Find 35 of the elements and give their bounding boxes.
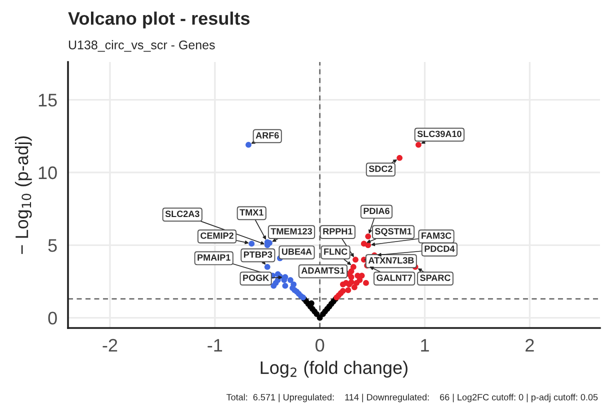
annotation: ARF6 (256, 132, 279, 139)
x-tick-label: 1 (421, 339, 429, 352)
annotation: FAM3C (422, 232, 452, 239)
annotation: PDCD4 (424, 246, 455, 252)
annotation: TMEM123 (270, 228, 312, 234)
annotation: UBE4A (282, 248, 312, 255)
x-tick-label: 2 (526, 338, 534, 352)
annotation: ADAMTS1 (301, 267, 345, 274)
annotation: SQSTM1 (374, 228, 412, 236)
annotation: SLC2A3 (165, 210, 200, 218)
text: Total: 6.571 | Upregulated: 114 | Downregulated: 66 | Log2FC cutoff: 0 | p-adj cutoff: 0.05 (226, 394, 598, 402)
annotation: POGK (243, 274, 270, 282)
annotation: ATXN7L3B (368, 257, 414, 264)
y-tick-label: 0 (48, 312, 57, 325)
y-tick-label: 15 (38, 94, 57, 107)
annotation: FLNC (324, 248, 348, 255)
x-tick-label: -1 (208, 339, 222, 352)
annotation: SPARC (420, 274, 450, 282)
chart-subtitle: U138_circ_vs_scr - Genes (68, 40, 215, 52)
annotation: PTBP3 (244, 251, 272, 258)
annotation: PMAIP1 (198, 254, 230, 261)
annotation: SLC39A10 (417, 130, 462, 138)
x-tick-label: -2 (102, 338, 118, 352)
annotation: RPPH1 (323, 228, 352, 234)
annotation: CEMIP2 (200, 232, 234, 239)
annotation: TMX1 (240, 209, 264, 216)
x-axis-title: Log$_{2}$ (fold change) (260, 360, 408, 378)
annotation: GALNT7 (376, 274, 412, 282)
y-tick-label: 5 (48, 239, 57, 252)
annotation: PDIA6 (364, 208, 390, 214)
y-axis-title: − Log$_{10}$ (p-adj) (14, 136, 32, 254)
x-tick-label: 0 (316, 338, 324, 352)
chart-title: Volcano plot - results (68, 12, 250, 28)
annotation: SDC2 (368, 166, 392, 172)
y-tick-label: 10 (38, 166, 57, 180)
